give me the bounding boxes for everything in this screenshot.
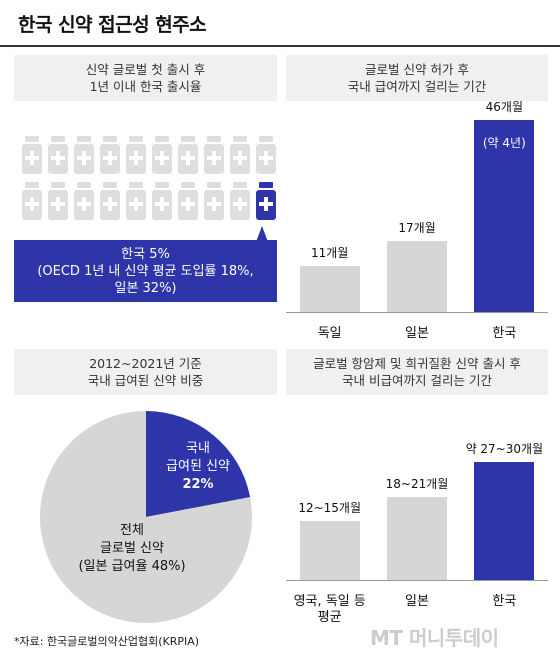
category-label-0-0: 독일: [317, 326, 342, 341]
approval-header-line2: 국내 급여까지 걸리는 기간: [347, 79, 487, 94]
share-header-line1: 2012~2021년 기준: [89, 356, 202, 371]
medicine-bottle-pictograph: [20, 136, 280, 226]
bar-extra-label: (약 4년): [482, 136, 526, 150]
source-note: *자료: 한국글로벌의약산업협회(KRPIA): [14, 635, 200, 648]
title-divider: [0, 45, 560, 47]
medicine-bottle-icon: [48, 182, 68, 220]
pie-slice2-line3: (일본 급여율 48%): [78, 559, 186, 574]
medicine-bottle-icon: [204, 182, 224, 220]
medicine-bottle-icon-highlighted: [256, 182, 276, 220]
launch-label-line2: (OECD 1년 내 신약 평균 도입률 18%,: [37, 263, 254, 279]
pie-slice-1: [40, 411, 252, 623]
pie-slice-0: [146, 411, 251, 517]
pie-slice1-line3: 22%: [182, 477, 214, 492]
medicine-bottle-icon: [204, 136, 224, 174]
category-label-2-0: 한국: [492, 326, 517, 341]
launch-label-line1: 한국 5%: [121, 246, 170, 262]
share-panel-header: 2012~2021년 기준 국내 급여된 신약 비중: [14, 349, 277, 395]
pie-slice1-line2: 급여된 신약: [166, 459, 230, 474]
pie-slice2-line2: 글로벌 신약: [100, 541, 164, 556]
bar-value-label-1: 18~21개월: [385, 477, 449, 492]
medicine-bottle-icon: [230, 182, 250, 220]
pie-slice-label-global: 전체 글로벌 신약 (일본 급여율 48%): [62, 522, 202, 576]
bar-0: [299, 521, 360, 580]
rare-header-line2: 국내 비급여까지 걸리는 기간: [342, 373, 492, 388]
medicine-bottle-icon: [126, 136, 146, 174]
rare-panel-header: 글로벌 항암제 및 희귀질환 신약 출시 후 국내 비급여까지 걸리는 기간: [286, 349, 548, 395]
launch-panel-header: 신약 글로벌 첫 출시 후 1년 이내 한국 출시율: [14, 55, 277, 101]
medicine-bottle-icon: [152, 182, 172, 220]
medicine-bottle-icon: [178, 136, 198, 174]
launch-header-line1: 신약 글로벌 첫 출시 후: [85, 62, 206, 77]
korea-launch-rate-label: 한국 5% (OECD 1년 내 신약 평균 도입률 18%, 일본 32%): [14, 240, 277, 302]
medicine-bottle-icon: [48, 136, 68, 174]
bar-2: [474, 462, 535, 580]
category-label-2-0: 한국: [492, 594, 517, 609]
page-title: 한국 신약 접근성 현주소: [18, 14, 207, 36]
category-label-1-0: 일본: [405, 326, 429, 341]
medicine-bottle-icon: [126, 182, 146, 220]
medicine-bottle-icon: [256, 136, 276, 174]
bar-1: [387, 497, 447, 580]
medicine-bottle-icon: [100, 182, 120, 220]
approval-header-line1: 글로벌 신약 허가 후: [365, 62, 469, 77]
bar-1: [387, 241, 447, 312]
label-pointer-icon: [256, 226, 268, 242]
medicine-bottle-icon: [100, 136, 120, 174]
rare-header-line1: 글로벌 항암제 및 희귀질환 신약 출시 후: [313, 356, 521, 371]
launch-header-line2: 1년 이내 한국 출시율: [89, 79, 202, 94]
medicine-bottle-icon: [74, 182, 94, 220]
pie-slice-label-domestic: 국내 급여된 신약 22%: [150, 440, 246, 494]
bar-2: [474, 120, 535, 312]
bar-value-label-0: 11개월: [310, 246, 349, 261]
category-label-0-1: 평균: [317, 610, 342, 625]
medicine-bottle-icon: [178, 182, 198, 220]
approval-panel-header: 글로벌 신약 허가 후 국내 급여까지 걸리는 기간: [286, 55, 548, 101]
bar-value-label-2: 약 27~30개월: [465, 442, 544, 456]
chart-baseline: [286, 580, 548, 581]
bar-value-label-0: 12~15개월: [298, 501, 362, 515]
share-header-line2: 국내 급여된 신약 비중: [87, 373, 204, 388]
category-label-0-0: 영국, 독일 등: [293, 594, 366, 609]
medicine-bottle-icon: [22, 136, 42, 174]
medicine-bottle-icon: [152, 136, 172, 174]
medicine-bottle-icon: [74, 136, 94, 174]
launch-label-line3: 일본 32%): [114, 280, 177, 296]
bar-value-label-1: 17개월: [398, 221, 436, 236]
pie-slice1-line1: 국내: [186, 441, 210, 456]
bar-value-label-2: 46개월: [485, 100, 523, 114]
share-pie-chart: [40, 411, 252, 623]
medicine-bottle-icon: [22, 182, 42, 220]
pie-slice2-line1: 전체: [120, 523, 144, 538]
medicine-bottle-icon: [230, 136, 250, 174]
bar-0: [299, 266, 360, 312]
publisher-logo: MT 머니투데이: [370, 626, 499, 650]
chart-baseline: [286, 312, 548, 313]
category-label-1-0: 일본: [405, 594, 429, 609]
